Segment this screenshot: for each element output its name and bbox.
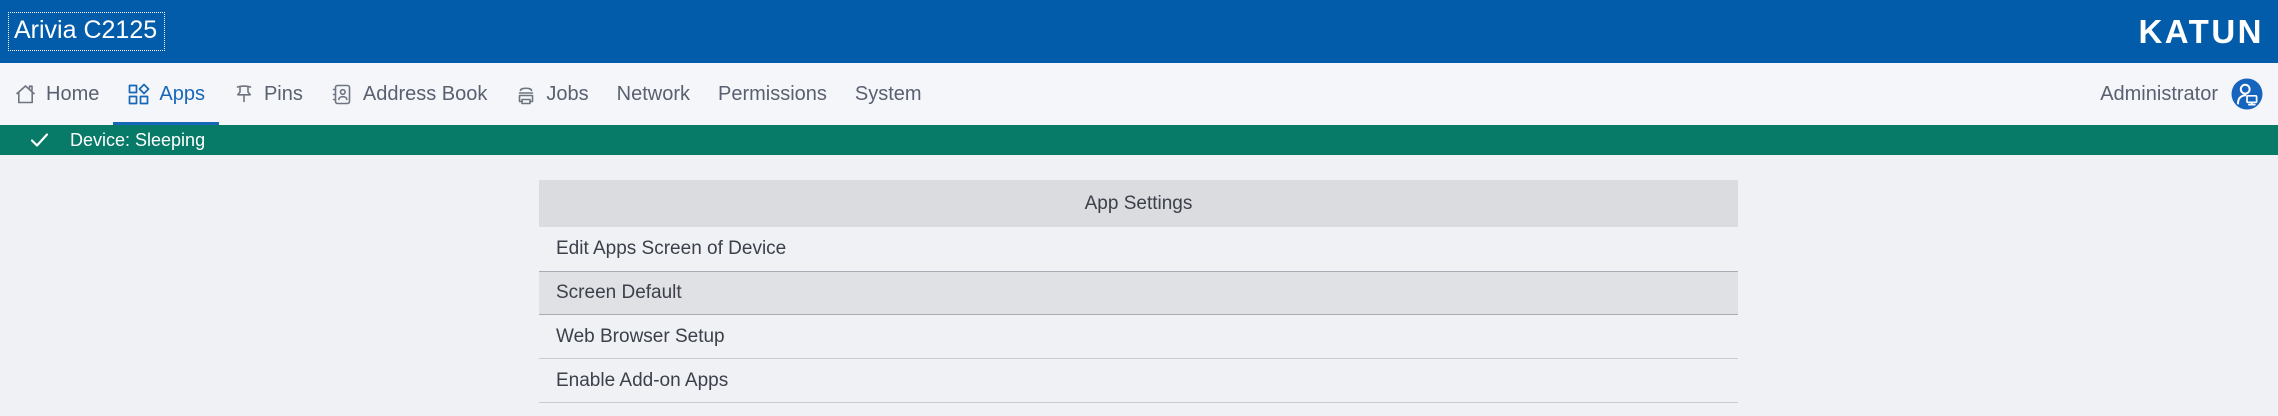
user-name-label: Administrator — [2100, 82, 2218, 105]
app-settings-table: App Settings Edit Apps Screen of Device … — [539, 180, 1738, 403]
katun-logo: KATUN — [2138, 12, 2264, 50]
nav-item-jobs[interactable]: Jobs — [501, 63, 602, 125]
nav-item-label: Pins — [263, 82, 303, 105]
title-bar: Arivia C2125 KATUN — [0, 0, 2278, 63]
table-title: App Settings — [539, 180, 1738, 227]
nav-item-label: Jobs — [546, 82, 589, 105]
administrator-avatar-icon[interactable] — [2231, 78, 2263, 110]
table-row-web-browser-setup[interactable]: Web Browser Setup — [539, 315, 1738, 359]
nav-item-pins[interactable]: Pins — [219, 63, 317, 125]
nav-item-label: Home — [46, 82, 100, 105]
device-status-text: Device: Sleeping — [70, 129, 206, 150]
main-nav: Home Apps Pins — [0, 63, 2278, 125]
device-status-bar: Device: Sleeping — [0, 125, 2278, 155]
nav-item-apps[interactable]: Apps — [113, 63, 219, 125]
nav-item-address-book[interactable]: Address Book — [317, 63, 502, 125]
nav-item-permissions[interactable]: Permissions — [704, 63, 841, 125]
nav-item-label: Network — [616, 82, 690, 105]
jobs-icon — [515, 83, 537, 106]
home-icon — [14, 83, 37, 106]
nav-item-label: Apps — [159, 82, 205, 105]
nav-item-label: Address Book — [362, 82, 488, 105]
nav-item-system[interactable]: System — [841, 63, 936, 125]
apps-icon — [127, 83, 150, 106]
pin-icon — [233, 83, 255, 106]
nav-item-label: Permissions — [717, 82, 827, 105]
nav-items: Home Apps Pins — [0, 63, 936, 125]
address-book-icon — [331, 83, 354, 106]
nav-item-label: System — [854, 82, 922, 105]
nav-item-home[interactable]: Home — [0, 63, 113, 125]
table-row-edit-apps-screen[interactable]: Edit Apps Screen of Device — [556, 238, 787, 259]
table-row-screen-default[interactable]: Screen Default — [539, 271, 1738, 315]
table-row-enable-addon-apps[interactable]: Enable Add-on Apps — [539, 359, 1738, 403]
device-name-link[interactable]: Arivia C2125 — [8, 12, 166, 51]
main-content: App Settings Edit Apps Screen of Device … — [0, 155, 2278, 416]
nav-item-network[interactable]: Network — [603, 63, 704, 125]
user-menu[interactable]: Administrator — [2100, 63, 2263, 125]
checkmark-icon — [30, 132, 49, 148]
